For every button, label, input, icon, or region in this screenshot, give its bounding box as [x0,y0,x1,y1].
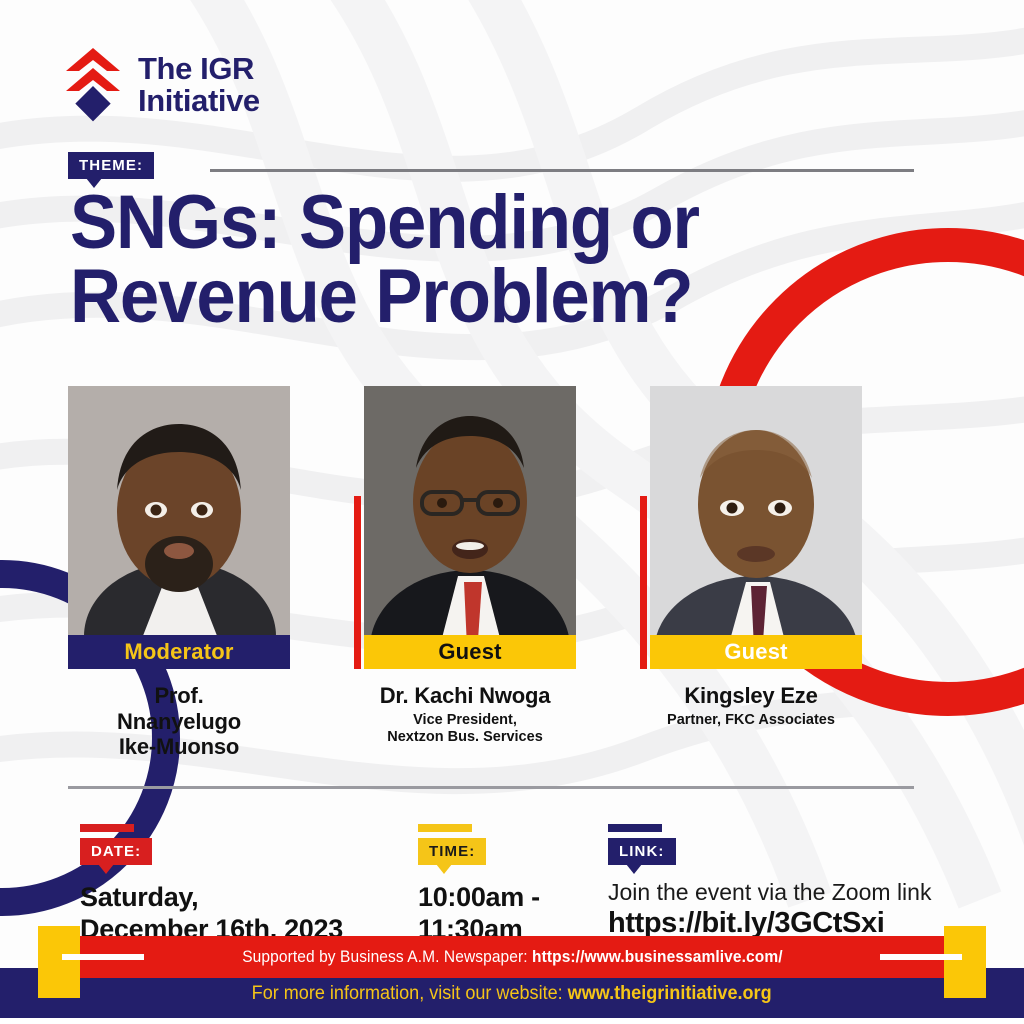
speaker-accent-bar [354,496,361,669]
link-note: Join the event via the Zoom link [608,879,932,905]
footer-sponsor-text: Supported by Business A.M. Newspaper: ht… [242,948,782,967]
speaker-name-line3: Ike-Muonso [118,734,240,760]
footer-dash-right [880,954,962,960]
footer-website-text: For more information, visit our website:… [252,983,772,1005]
event-date-block: DATE: Saturday, December 16th, 2023 [80,824,410,946]
theme-row: THEME: [68,152,914,188]
speaker-card-guest-1: Guest Dr. Kachi Nwoga Vice President, Ne… [354,386,576,760]
speaker-photo-box: Guest [354,386,576,669]
zoom-link-url[interactable]: https://bit.ly/3GCtSxi [608,907,885,940]
speaker-name-line1: Prof. [154,683,204,708]
speaker-title-line1: Vice President, [413,711,517,728]
footer-sponsor-bar: Supported by Business A.M. Newspaper: ht… [42,936,982,978]
speaker-photo-box: Moderator [68,386,290,669]
speaker-portrait-kachi-nwoga [364,386,576,669]
speaker-photo-box: Guest [640,386,862,669]
speaker-title: Vice President, Nextzon Bus. Services [354,712,576,747]
time-badge: TIME: [418,838,487,874]
speaker-accent-bar [640,496,647,669]
speaker-portrait-moderator [68,386,290,669]
time-line1: 10:00am - [418,882,540,912]
speaker-card-guest-2: Guest Kingsley Eze Partner, FKC Associat… [640,386,862,760]
footer-tab-left [38,926,80,998]
section-divider [68,786,914,789]
date-line1: Saturday, [80,882,199,912]
speaker-card-moderator: Moderator Prof. Nnanyelugo Ike-Muonso [68,386,290,760]
date-dash-accent [80,824,134,832]
footer-sponsor-prefix: Supported by Business A.M. Newspaper: [241,947,532,966]
brand-logo: The IGR Initiative [60,46,260,124]
event-link-block: LINK: Join the event via the Zoom link h… [608,824,1008,940]
footer-website-url[interactable]: www.theigrinitiative.org [568,983,772,1004]
speaker-title: Partner, FKC Associates [667,711,835,728]
footer-website-prefix: For more information, visit our website: [252,983,569,1004]
theme-divider-rule [210,169,914,172]
speaker-list: Moderator Prof. Nnanyelugo Ike-Muonso [68,386,928,760]
brand-logo-line1: The IGR [138,51,255,87]
brand-logo-line2: Initiative [138,83,260,118]
theme-badge: THEME: [68,152,155,188]
speaker-name: Prof. Nnanyelugo Ike-Muonso [68,683,290,760]
speaker-name-line2: Nnanyelugo [117,708,241,734]
speaker-name: Kingsley Eze [684,683,818,708]
brand-logo-text: The IGR Initiative [138,53,260,117]
footer-sponsor-url[interactable]: https://www.businessamlive.com/ [531,947,783,966]
event-time-block: TIME: 10:00am - 11:30am [418,824,598,946]
footer-dash-left [62,954,144,960]
footer-base-strip [0,1018,1024,1024]
igr-logo-mark-icon [60,46,126,124]
link-badge: LINK: [608,838,676,874]
speaker-role-badge: Guest [364,635,576,669]
link-dash-accent [608,824,662,832]
speaker-title-line2: Nextzon Bus. Services [387,729,543,746]
speaker-role-badge: Moderator [68,635,290,669]
speaker-portrait-kingsley-eze [650,386,862,669]
title-line-2: Revenue Problem? [70,253,693,339]
footer-tab-right [944,926,986,998]
date-badge: DATE: [80,838,153,874]
title-line-1: SNGs: Spending or [70,180,700,265]
speaker-meta: Dr. Kachi Nwoga Vice President, Nextzon … [354,683,576,747]
speaker-meta: Kingsley Eze Partner, FKC Associates [640,683,862,729]
speaker-name: Dr. Kachi Nwoga [379,683,551,708]
speaker-meta: Prof. Nnanyelugo Ike-Muonso [68,683,290,760]
speaker-role-badge: Guest [650,635,862,669]
time-dash-accent [418,824,472,832]
page-title: SNGs: Spending or Revenue Problem? [70,180,870,339]
